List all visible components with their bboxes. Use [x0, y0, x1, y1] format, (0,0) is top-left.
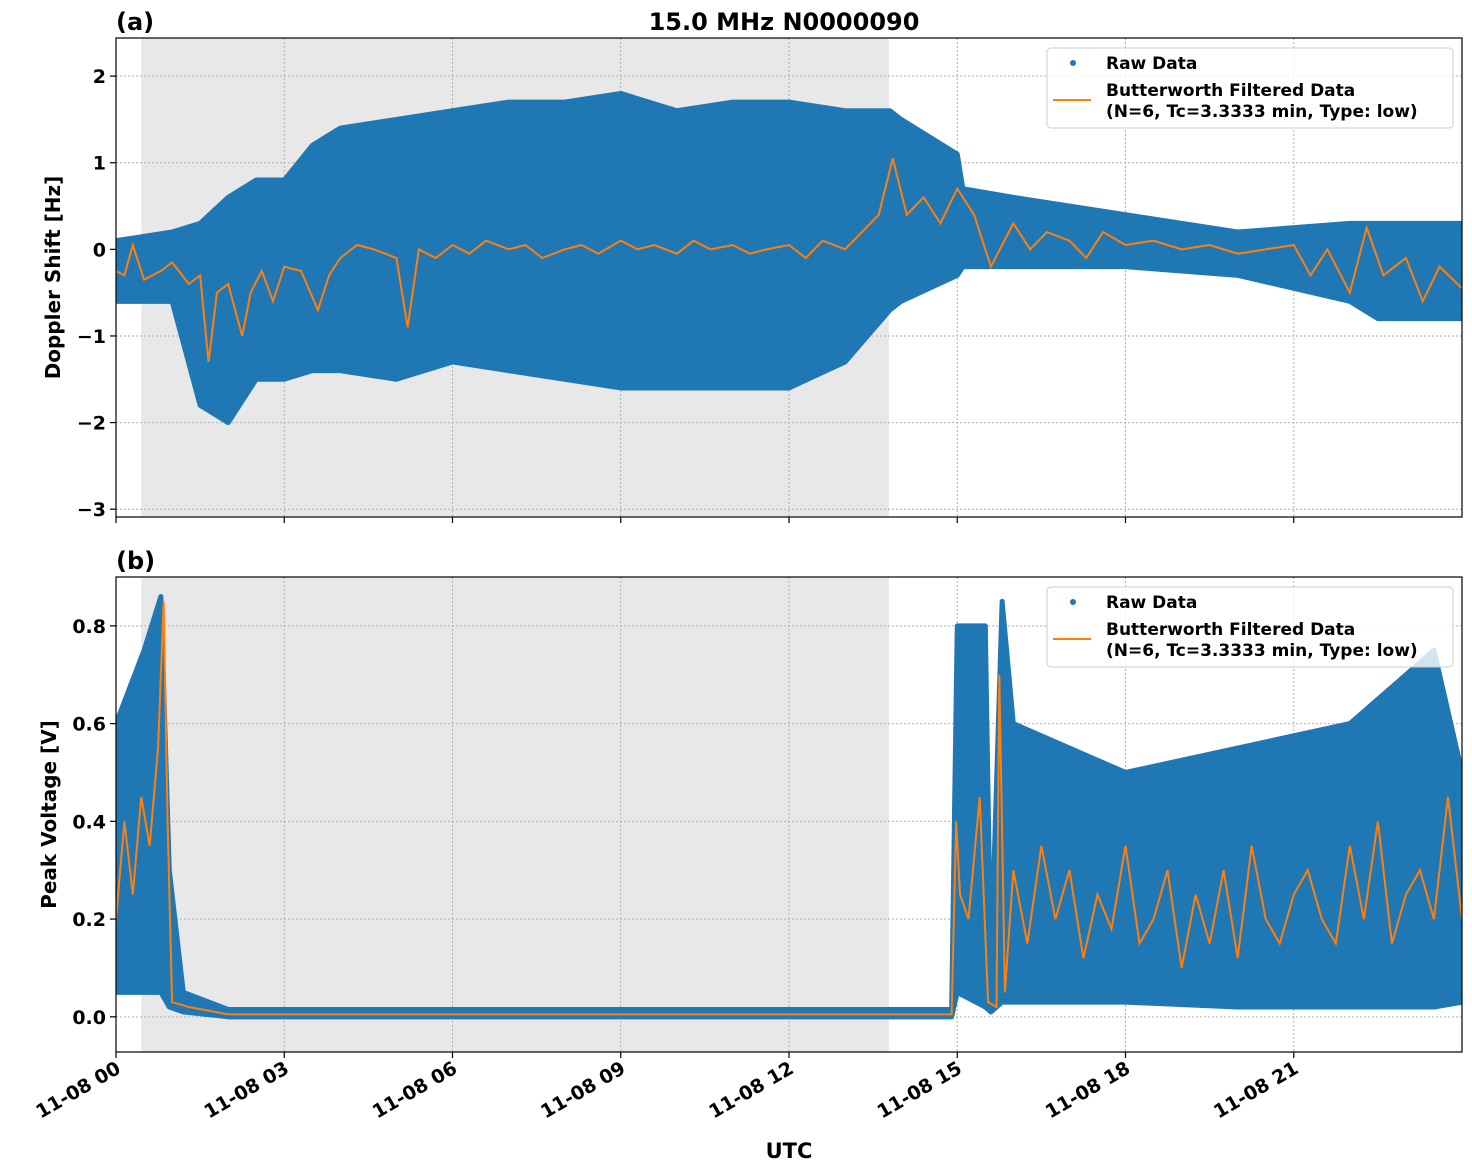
legend-label-filtered: (N=6, Tc=3.3333 min, Type: low)	[1106, 641, 1418, 661]
plot-area	[116, 90, 1462, 426]
panel-a: 2 1 0 −1 −2 −3 Doppler Shift [Hz] (a) 15.0 MHz N…	[41, 8, 1463, 523]
chart-title: 15.0 MHz N0000090	[649, 8, 920, 36]
x-tick-label: 11-08 12	[705, 1057, 797, 1123]
legend-label-filtered: (N=6, Tc=3.3333 min, Type: low)	[1106, 102, 1418, 122]
plot-area	[116, 594, 1462, 1020]
y-tick-label: 0.4	[72, 811, 106, 833]
filtered-data-line	[116, 601, 1462, 1016]
y-tick-label: 0	[93, 239, 106, 261]
y-tick-label: 1	[93, 153, 106, 175]
raw-data-points	[116, 90, 1462, 426]
y-tick-label: 0.8	[72, 616, 106, 638]
x-tick-label: 11-08 09	[537, 1057, 629, 1123]
y-tick-label: 0.6	[72, 714, 106, 736]
shaded-region	[141, 577, 889, 1052]
x-tick-label: 11-08 00	[32, 1057, 124, 1123]
x-tick-label: 11-08 18	[1042, 1057, 1134, 1123]
y-tick-label: −3	[77, 499, 106, 521]
legend	[1046, 586, 1454, 668]
legend-marker-raw	[1070, 599, 1076, 605]
legend-label-raw: Raw Data	[1106, 54, 1197, 74]
legend-label-raw: Raw Data	[1106, 593, 1197, 613]
x-tick-label: 11-08 03	[200, 1057, 292, 1123]
y-tick-label: 0.2	[72, 909, 106, 931]
panel-label: (a)	[116, 8, 154, 36]
legend-label-filtered: Butterworth Filtered Data	[1106, 620, 1355, 640]
x-tick-label: 11-08 06	[369, 1057, 461, 1123]
panel-label: (b)	[116, 547, 155, 575]
y-tick-label: 2	[93, 66, 106, 88]
x-tick-label: 11-08 21	[1210, 1057, 1302, 1123]
legend	[1046, 47, 1454, 129]
legend-marker-raw	[1070, 60, 1076, 66]
panel-b: 0.8 0.6 0.4 0.2 0.0 Peak Voltage [V] (b) Raw Da…	[32, 547, 1463, 1123]
y-tick-label: 0.0	[72, 1007, 106, 1029]
filtered-data-line	[116, 158, 1462, 363]
legend-label-filtered: Butterworth Filtered Data	[1106, 81, 1355, 101]
y-axis-label: Peak Voltage [V]	[37, 720, 61, 909]
y-axis-label: Doppler Shift [Hz]	[41, 176, 65, 380]
y-tick-label: −2	[77, 413, 106, 435]
y-tick-label: −1	[77, 326, 106, 348]
x-axis-label: UTC	[766, 1139, 813, 1163]
x-tick-label: 11-08 15	[873, 1057, 965, 1123]
